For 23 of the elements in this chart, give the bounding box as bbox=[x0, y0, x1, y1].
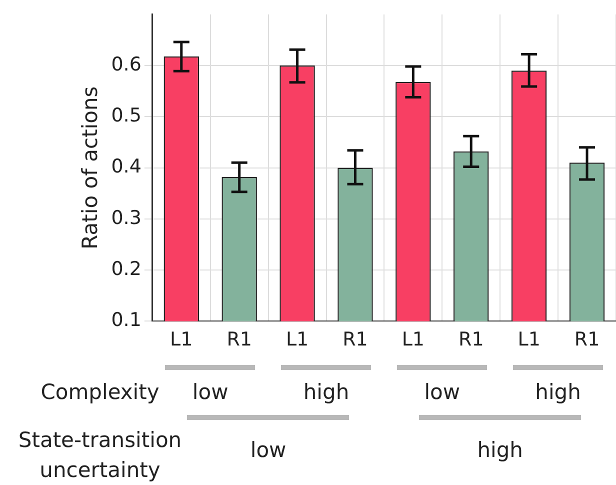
y-tick-label: 0.2 bbox=[111, 258, 142, 280]
x-tick-label: L1 bbox=[518, 328, 540, 351]
text: high bbox=[303, 380, 350, 404]
text: low bbox=[424, 380, 460, 404]
x-tick-label: R1 bbox=[226, 328, 252, 351]
y-tick-label: 0.5 bbox=[111, 104, 142, 127]
x-tick-label: R1 bbox=[458, 328, 484, 351]
text: high bbox=[535, 380, 581, 404]
text: Complexity bbox=[40, 380, 160, 404]
y-tick-label: 0.4 bbox=[111, 156, 142, 178]
x-tick-label: R1 bbox=[574, 328, 600, 351]
y-tick-label: 0.6 bbox=[111, 53, 142, 76]
x-tick-label: R1 bbox=[342, 328, 368, 351]
y-tick-label: 0.1 bbox=[111, 309, 142, 332]
x-tick-label: L1 bbox=[170, 328, 193, 351]
y-axis-title: Ratio of actions bbox=[78, 86, 102, 250]
x-tick-label: L1 bbox=[402, 328, 425, 351]
y-tick-label: 0.3 bbox=[111, 206, 142, 229]
text: low bbox=[250, 438, 286, 462]
text: low bbox=[192, 380, 228, 404]
text: State-transition uncertainty bbox=[17, 427, 183, 484]
text: high bbox=[477, 438, 523, 462]
x-tick-label: L1 bbox=[286, 328, 309, 351]
